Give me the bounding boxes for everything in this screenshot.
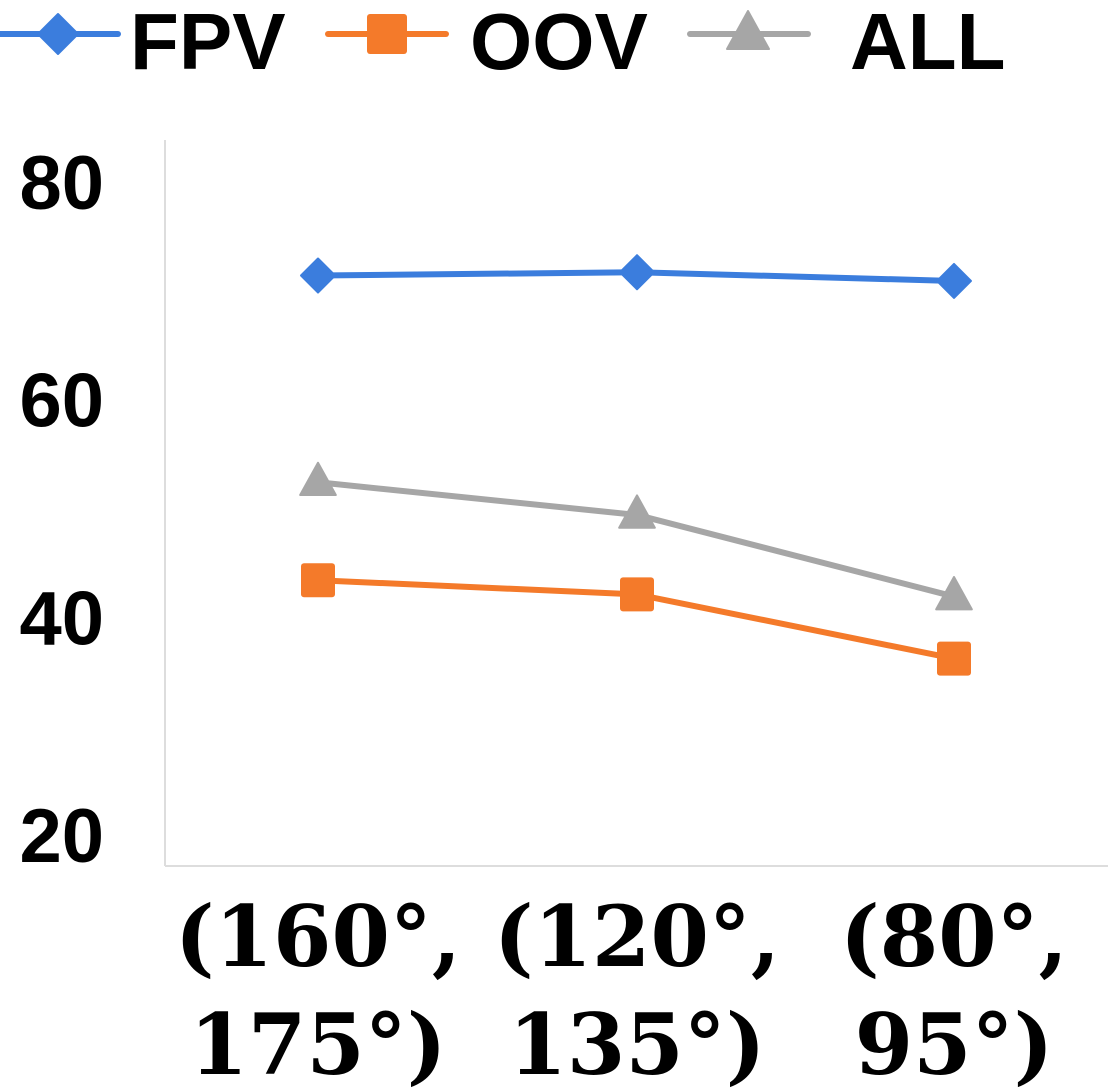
axes bbox=[164, 140, 1108, 867]
x-tick-label-line1: (160°, bbox=[175, 887, 461, 986]
legend: FPV OOV ALL bbox=[0, 0, 1006, 86]
legend-triangle-icon bbox=[726, 10, 770, 50]
data-point bbox=[937, 641, 971, 676]
x-tick-label-line1: (120°, bbox=[494, 887, 780, 986]
y-tick-label: 60 bbox=[19, 359, 104, 444]
y-tick-label: 80 bbox=[19, 141, 104, 226]
data-point bbox=[620, 577, 654, 612]
series-all bbox=[299, 461, 973, 611]
legend-item-oov: OOV bbox=[325, 0, 648, 86]
data-point bbox=[299, 461, 337, 497]
data-point bbox=[300, 257, 336, 294]
y-tick-labels: 20 40 60 80 bbox=[19, 141, 104, 879]
series-oov bbox=[301, 563, 971, 676]
data-point bbox=[618, 494, 656, 529]
x-tick-label-line2: 175°) bbox=[189, 995, 446, 1091]
y-tick-label: 20 bbox=[19, 794, 104, 879]
legend-item-fpv: FPV bbox=[0, 0, 286, 86]
x-tick-label-line2: 95°) bbox=[855, 995, 1054, 1091]
series-layer bbox=[299, 254, 973, 676]
legend-label: ALL bbox=[850, 0, 1006, 86]
data-point bbox=[619, 254, 655, 291]
legend-item-all: ALL bbox=[687, 0, 1006, 86]
y-tick-label: 40 bbox=[19, 576, 104, 661]
x-tick-label-line1: (80°, bbox=[840, 887, 1068, 986]
data-point bbox=[301, 563, 335, 598]
data-point bbox=[936, 262, 972, 299]
x-tick-label-line2: 135°) bbox=[508, 995, 765, 1091]
x-tick-labels: (160°,175°) (120°,135°) (80°,95°) bbox=[175, 887, 1068, 1091]
legend-label: OOV bbox=[470, 0, 648, 86]
legend-label: FPV bbox=[130, 0, 286, 86]
legend-diamond-icon bbox=[37, 13, 79, 55]
data-point bbox=[935, 576, 973, 611]
legend-square-icon bbox=[367, 14, 407, 54]
series-fpv bbox=[300, 254, 972, 299]
